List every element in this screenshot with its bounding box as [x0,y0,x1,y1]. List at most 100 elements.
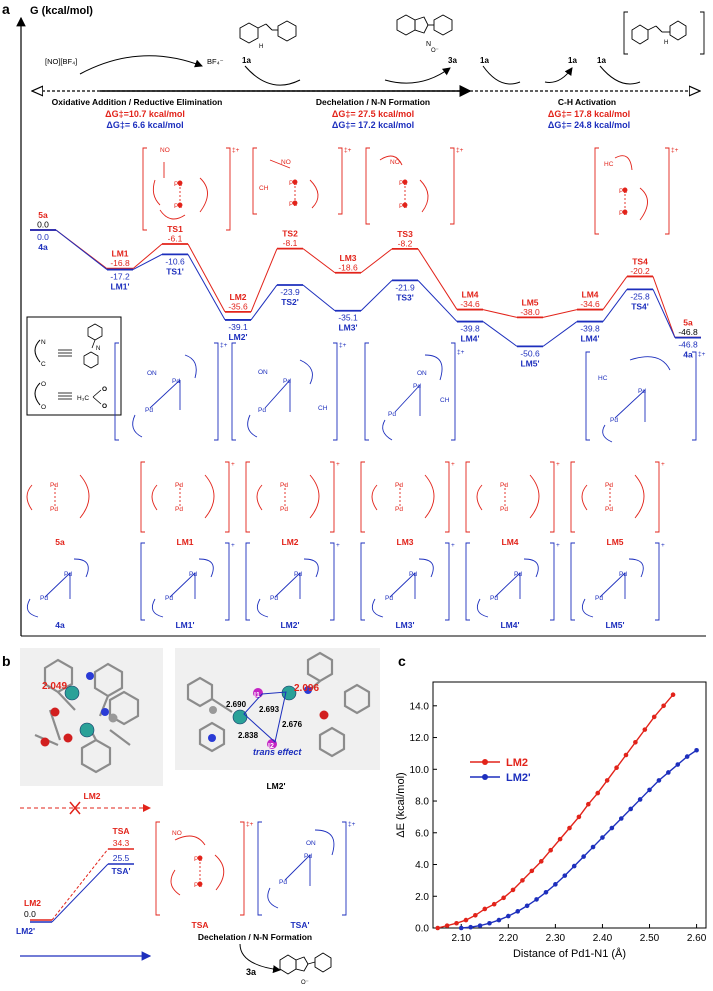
blue-structure-pd-bottom-3: Pd [385,595,393,602]
series-0-point-19 [614,765,619,771]
reagents-row: [NO][BF₄] BF₄⁻ H 1a N O⁻ 3a [45,11,705,86]
y-tick-label-2: 4.0 [415,860,429,871]
red-state-label-11: 5a [683,318,693,328]
blue-structure-label-3: LM3' [395,620,414,630]
legend-marker-0 [482,759,488,765]
lm2p-tsap-connector [51,863,109,923]
stage-name-2: Dechelation / N-N Formation [316,97,430,107]
structure-ts3 [365,147,455,225]
lm2p-c-atom [209,706,217,714]
red-state-value-0: 0.0 [37,220,49,230]
structure-ts4p [585,351,697,443]
red-structure-pd-bottom-3: Pd [395,506,403,513]
tsap-pd-top: Pd [304,853,312,860]
ts3-pd-top: Pd [399,180,407,187]
red-structure-2 [245,461,335,533]
series-1-point-6 [515,909,521,914]
series-0-point-4 [473,913,478,918]
ts2p-charge: ‡+ [339,342,347,349]
lm2-distance: 2.049 [42,681,67,692]
ts4-pd-top: Pd [619,188,627,195]
tsap-on: ON [306,840,316,847]
tsa-structure-label: TSA [192,920,209,930]
red-structure-4 [465,461,555,533]
blue-state-label-7: LM4' [460,334,479,344]
series-1-point-3 [487,920,492,926]
series-1-point-17 [618,816,624,821]
red-state-connector-6 [360,248,393,274]
ts3p-on: ON [417,370,427,377]
product-label: 3a [246,967,257,977]
series-1-point-21 [656,778,662,783]
red-state-label-5: LM3 [340,253,357,263]
red-state-label-6: TS3 [397,229,413,239]
panel-c: c 2.10 2.20 2.30 2.40 2.50 2.60 0.0 2.0 4.0 6.0 8.… [395,653,707,960]
blue-state-value-3: -39.1 [228,322,248,332]
series-1-point-13 [581,854,586,859]
blue-structure-pd-top-3: Pd [409,571,417,578]
red-state-connector-10 [602,276,628,310]
panel-c-label: c [398,653,406,669]
blue-state-value-9: -39.8 [580,324,600,334]
series-0-point-5 [482,906,488,912]
series-0-point-23 [651,714,657,720]
stage-dg-blue-2: ΔG‡= 17.2 kcal/mol [332,120,414,130]
ts3-pd-bottom: Pd [399,203,407,210]
h-atom-product: H [664,40,668,46]
blue-structure-4 [465,542,555,621]
ts3-no-atom: NO [390,159,400,166]
ts3p-ch: CH [440,397,450,404]
red-state-label-7: LM4 [462,290,479,300]
series-0-point-15 [576,814,582,820]
series-1-point-0 [458,925,464,931]
blue-ts-structure-text: ON Pd Pd ‡+ ON Pd Pd CH ‡+ ON Pd Pd CH ‡… [145,342,706,424]
legend-cn-arc [34,339,41,363]
lm2p-pd-atom-1 [232,709,248,725]
legend-o-bottom: O [102,403,107,410]
series-0-point-7 [501,895,506,901]
series-1-point-24 [684,754,690,759]
blue-structure-pd-top-1: Pd [189,571,197,578]
blue-state-value-6: -21.9 [395,282,415,292]
blue-structure-pd-bottom-4: Pd [490,595,498,602]
blue-structure-pd-top-0: Pd [64,571,72,578]
lm2p-core-lines [243,691,287,743]
legend-marker-1 [482,774,488,780]
blue-structure-3 [360,542,450,621]
reagent-3a: 3a [448,56,457,65]
y-tick-label-4: 8.0 [415,797,429,808]
red-structure-pd-top-5: Pd [605,482,613,489]
red-state-label-2: TS1 [167,224,183,234]
red-structure-label-3: LM3 [397,537,414,547]
step-name-label: Dechelation / N-N Formation [198,932,312,942]
panel-a: a G (kcal/mol) [NO][BF₄] BF₄⁻ H 1a [2,1,706,637]
y-axis-label: G (kcal/mol) [30,5,93,17]
stage-dg-red-2: ΔG‡= 27.5 kcal/mol [332,109,414,119]
legend-n-atom: N [41,339,46,346]
red-structure-charge-2: + [336,461,340,468]
blue-structure-charge-1: + [231,542,235,549]
blue-state-value-5: -35.1 [338,313,358,323]
red-structure-pd-bottom-4: Pd [500,506,508,513]
ts2p-ch: CH [318,405,328,412]
molecule-3a-small-oxide: O⁻ [301,980,309,986]
series-0-point-10 [529,868,535,874]
lm2p-n-atom [304,686,312,694]
chart-frame [432,681,707,929]
structure-ts3p [364,342,456,441]
mini-energy-diagram: TSA 34.3 25.5 TSA' LM2 0.0 LM2' [16,801,152,961]
y-tick-label-5: 10.0 [410,765,430,776]
molecule-3a-small [279,952,332,975]
arrow-1a-fourth [599,65,641,85]
tsap-level-label: TSA' [111,866,130,876]
blue-structure-label-0: 4a [55,620,65,630]
structure-ts1p [114,342,219,441]
tsa-structure-text: NO Pd Pd ‡+ ON Pd Pd ‡+ [172,821,356,889]
h-atom-1a: H [259,44,263,50]
blue-state-label-1: LM1' [110,282,129,292]
blue-state-connector-2 [132,253,163,271]
red-state-connector-3 [187,243,226,313]
blue-structure-label-5: LM5' [605,620,624,630]
red-state-label-3: LM2 [230,292,247,302]
blue-structure-label-2: LM2' [280,620,299,630]
